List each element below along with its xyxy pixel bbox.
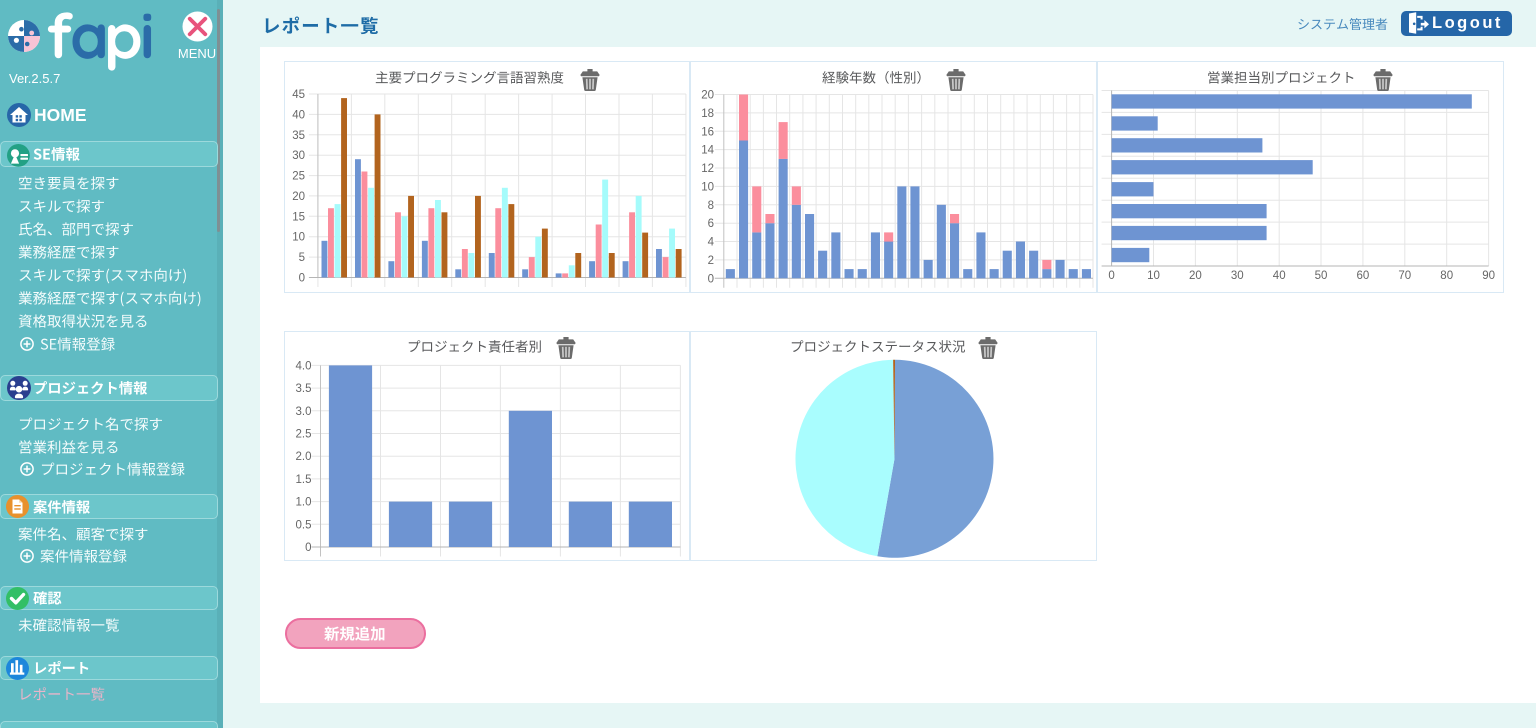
svg-text:0: 0: [708, 273, 714, 285]
svg-text:1.0: 1.0: [296, 497, 312, 509]
svg-text:6: 6: [708, 218, 714, 230]
svg-text:80: 80: [1440, 270, 1453, 282]
svg-text:0.5: 0.5: [296, 519, 312, 531]
svg-text:4.0: 4.0: [296, 360, 312, 372]
svg-text:18: 18: [701, 108, 714, 120]
svg-text:45: 45: [292, 89, 305, 101]
svg-text:8: 8: [708, 200, 714, 212]
svg-text:35: 35: [292, 130, 305, 142]
svg-text:60: 60: [1357, 270, 1370, 282]
svg-text:20: 20: [701, 90, 714, 102]
svg-text:50: 50: [1315, 270, 1328, 282]
svg-text:30: 30: [1231, 270, 1244, 282]
svg-text:10: 10: [701, 181, 714, 193]
svg-text:0: 0: [305, 542, 311, 554]
svg-text:70: 70: [1398, 270, 1411, 282]
svg-text:3.5: 3.5: [296, 383, 312, 395]
svg-text:2.5: 2.5: [296, 429, 312, 441]
svg-text:5: 5: [299, 252, 305, 264]
svg-text:20: 20: [1189, 270, 1202, 282]
svg-text:12: 12: [701, 163, 714, 175]
svg-text:2: 2: [708, 255, 714, 267]
svg-text:25: 25: [292, 171, 305, 183]
svg-text:20: 20: [292, 191, 305, 203]
svg-text:10: 10: [1147, 270, 1160, 282]
svg-text:40: 40: [292, 109, 305, 121]
svg-text:4: 4: [708, 237, 715, 249]
svg-text:2.0: 2.0: [296, 451, 312, 463]
svg-text:0: 0: [1108, 270, 1114, 282]
svg-text:3.0: 3.0: [296, 406, 312, 418]
svg-text:30: 30: [292, 150, 305, 162]
svg-text:0: 0: [299, 273, 305, 285]
svg-text:16: 16: [701, 126, 714, 138]
svg-text:90: 90: [1482, 270, 1495, 282]
svg-text:15: 15: [292, 211, 305, 223]
svg-text:40: 40: [1273, 270, 1286, 282]
svg-text:10: 10: [292, 232, 305, 244]
svg-text:14: 14: [701, 145, 714, 157]
svg-text:1.5: 1.5: [296, 474, 312, 486]
